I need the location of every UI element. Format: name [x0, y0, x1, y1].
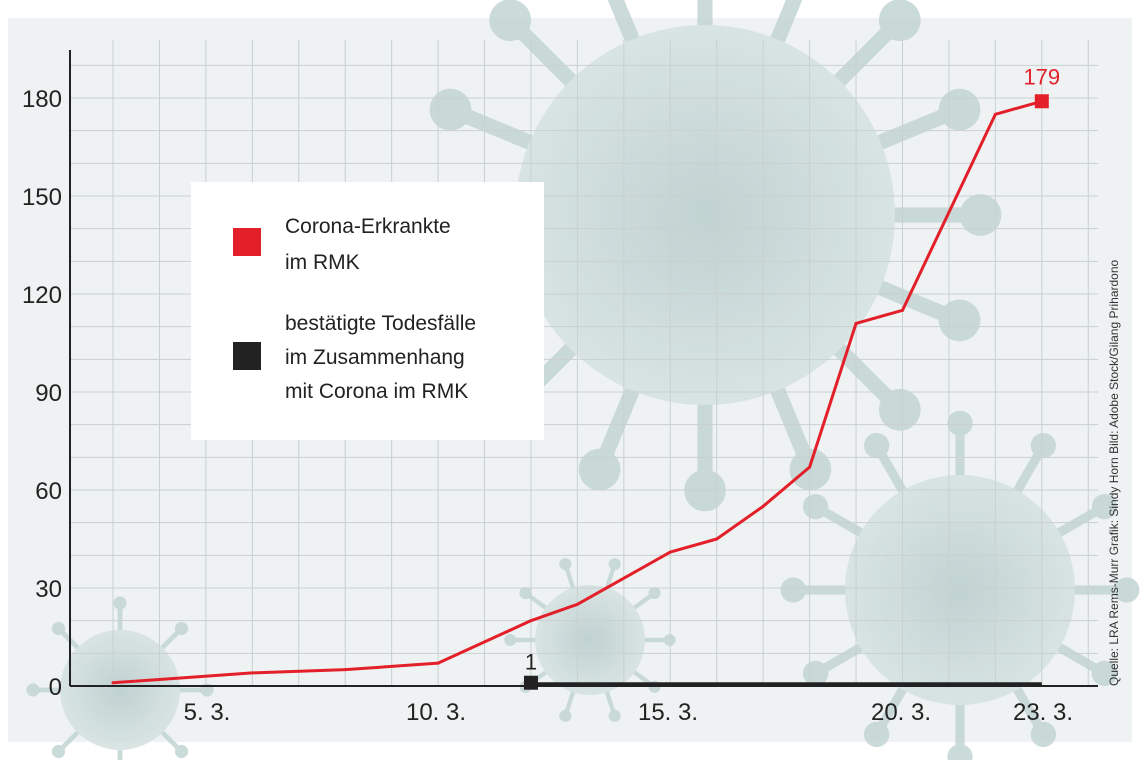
- data-point-cases: [900, 308, 904, 312]
- data-point-cases: [715, 537, 719, 541]
- data-point-cases: [808, 465, 812, 469]
- legend-box: [191, 182, 544, 440]
- virus-shape: [26, 596, 214, 760]
- legend-swatch: [233, 342, 261, 370]
- data-point-cases: [529, 619, 533, 623]
- legend-label: mit Corona im RMK: [285, 380, 468, 403]
- deaths-start-marker: [523, 675, 538, 690]
- y-tick-label: 30: [35, 576, 62, 603]
- data-point-cases: [250, 671, 254, 675]
- legend-label: bestätigte Todesfälle: [285, 312, 476, 335]
- x-tick-label: 10. 3.: [406, 699, 466, 726]
- y-tick-label: 180: [22, 86, 62, 113]
- x-tick-label: 5. 3.: [184, 699, 231, 726]
- data-point-cases: [993, 112, 997, 116]
- y-tick-label: 0: [49, 674, 62, 701]
- credit-label: Quelle: LRA Rems-Murr Grafik: Sindy Horn…: [1107, 259, 1121, 686]
- data-point-cases: [668, 550, 672, 554]
- y-tick-labels: 0 30 60 90 120 150 180: [22, 86, 62, 701]
- data-point-cases: [436, 661, 440, 665]
- data-point-cases: [343, 668, 347, 672]
- credit-text: Quelle: LRA Rems-Murr Grafik: Sindy Horn…: [1107, 259, 1121, 686]
- x-tick-label: 20. 3.: [871, 699, 931, 726]
- data-point-cases: [157, 677, 161, 681]
- data-point-cases: [111, 681, 115, 685]
- data-point-cases: [854, 321, 858, 325]
- x-tick-label: 15. 3.: [638, 699, 698, 726]
- y-tick-label: 60: [35, 478, 62, 505]
- y-tick-label: 150: [22, 184, 62, 211]
- legend-label: im Zusammenhang: [285, 346, 465, 369]
- cases-end-label: 179: [1023, 64, 1060, 89]
- y-tick-label: 90: [35, 380, 62, 407]
- axes: [69, 50, 1098, 687]
- x-tick-label: 23. 3.: [1013, 699, 1073, 726]
- data-point-cases: [761, 504, 765, 508]
- x-tick-labels: 5. 3. 10. 3. 15. 3. 20. 3. 23. 3.: [184, 699, 1073, 726]
- legend-label: Corona-Erkrankte: [285, 215, 451, 238]
- legend-swatch: [233, 228, 261, 256]
- cases-end-marker: [1034, 94, 1049, 109]
- data-point-cases: [575, 602, 579, 606]
- virus-shape: [504, 558, 676, 722]
- legend: Corona-Erkrankte im RMK bestätigte Todesfä…: [191, 182, 544, 440]
- deaths-start-label: 1: [525, 650, 537, 675]
- y-tick-label: 120: [22, 282, 62, 309]
- legend-label: im RMK: [285, 251, 360, 274]
